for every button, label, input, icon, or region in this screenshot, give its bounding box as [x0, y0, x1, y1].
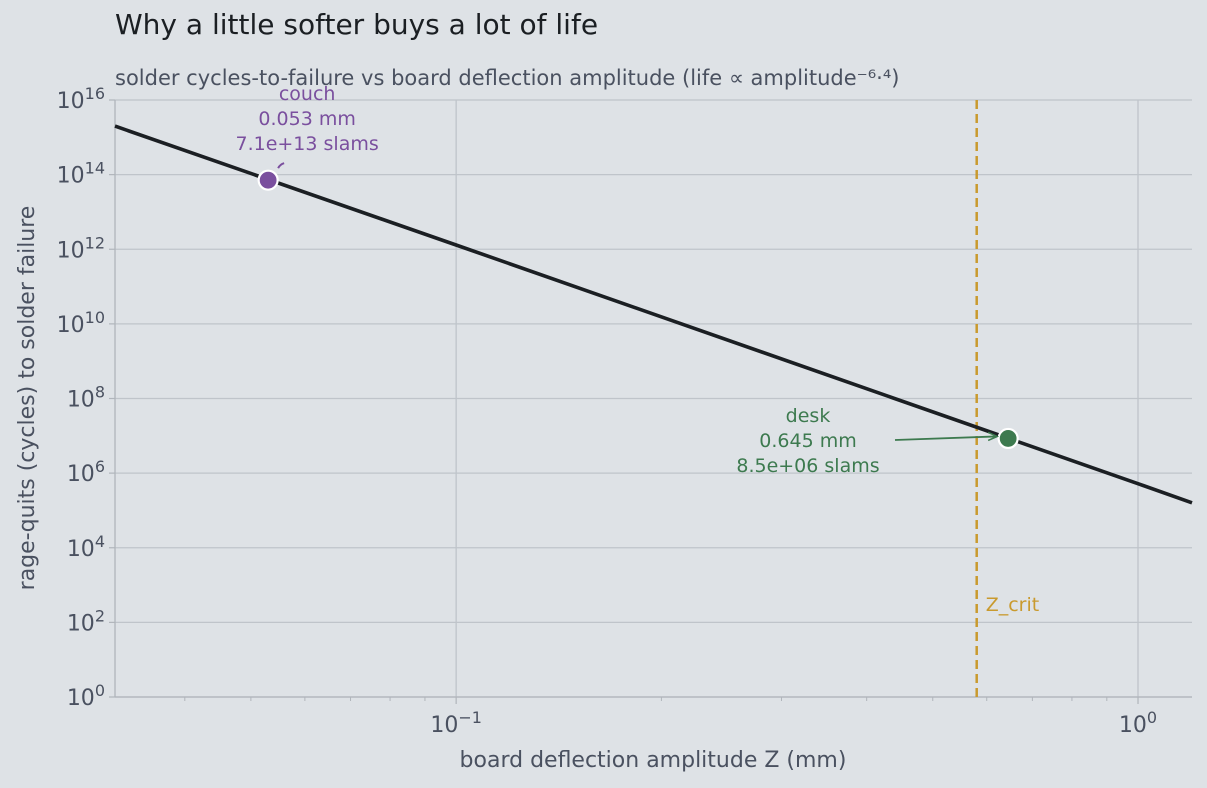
couch-arrow [277, 162, 285, 169]
desk-annotation: desk 0.645 mm 8.5e+06 slams [736, 405, 879, 477]
chart-title: Why a little softer buys a lot of life [115, 8, 599, 41]
desk-arrow [894, 435, 997, 441]
y-tick-label: 1016 [57, 84, 105, 114]
y-tick-label: 100 [67, 681, 105, 711]
chart-subtitle: solder cycles-to-failure vs board deflec… [115, 66, 900, 90]
couch-annotation: couch 0.053 mm 7.1e+13 slams [235, 83, 378, 155]
y-tick-label: 104 [67, 532, 105, 562]
y-axis-label: rage-quits (cycles) to solder failure [15, 206, 40, 591]
couch-point [257, 169, 279, 191]
y-tick-label: 1014 [57, 159, 105, 189]
x-tick-label: 10−1 [430, 708, 482, 738]
y-tick-label: 102 [67, 606, 105, 636]
z-crit-label: Z_crit [986, 594, 1040, 616]
desk-point [997, 427, 1019, 450]
y-tick-label: 1010 [57, 308, 105, 338]
y-tick-label: 106 [67, 457, 105, 487]
desk-arrowhead [987, 431, 1000, 442]
life-curve [114, 124, 1193, 505]
y-tick-label: 1012 [57, 233, 105, 263]
x-tick-label: 100 [1119, 708, 1157, 738]
y-tick-label: 108 [67, 383, 105, 413]
x-axis-label: board deflection amplitude Z (mm) [460, 748, 847, 773]
